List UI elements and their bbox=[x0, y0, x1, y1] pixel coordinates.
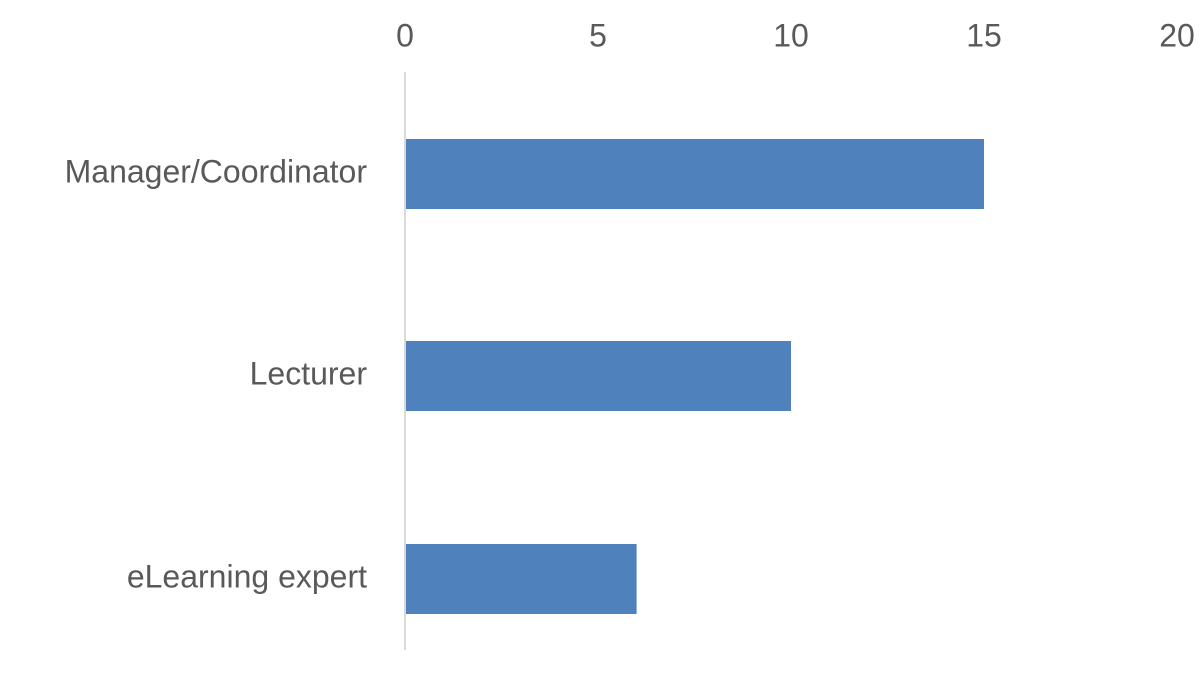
category-label: eLearning expert bbox=[127, 558, 367, 594]
bar bbox=[406, 341, 791, 411]
category-labels: Manager/Coordinator Lecturer eLearning exp… bbox=[65, 153, 368, 594]
category-label: Lecturer bbox=[250, 355, 368, 391]
bar bbox=[406, 139, 984, 209]
bar bbox=[406, 544, 637, 614]
x-tick-label: 15 bbox=[966, 17, 1002, 53]
category-label: Manager/Coordinator bbox=[65, 153, 368, 189]
x-tick-label: 5 bbox=[589, 17, 607, 53]
bars-group bbox=[406, 139, 984, 614]
x-tick-label: 20 bbox=[1159, 17, 1195, 53]
x-tick-label: 10 bbox=[773, 17, 809, 53]
x-axis-ticks: 0 5 10 15 20 bbox=[396, 17, 1195, 53]
x-tick-label: 0 bbox=[396, 17, 414, 53]
